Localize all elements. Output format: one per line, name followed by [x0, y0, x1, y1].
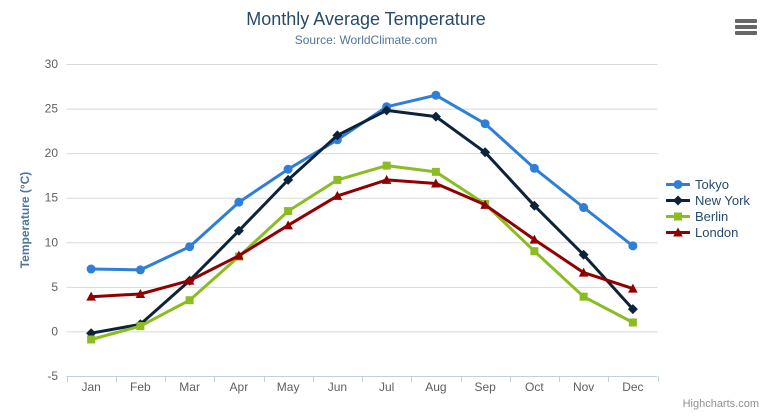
hamburger-menu-icon: [734, 19, 758, 35]
x-axis: [66, 376, 659, 382]
series-tokyo[interactable]: [86, 90, 638, 275]
highcharts-credit[interactable]: Highcharts.com: [682, 398, 759, 410]
svg-text:May: May: [277, 380, 300, 394]
series-new-york[interactable]: [86, 105, 638, 339]
chart-title: Monthly Average Temperature: [246, 9, 486, 29]
svg-text:10: 10: [45, 235, 59, 249]
svg-text:15: 15: [45, 191, 59, 205]
legend-marker-tokyo: [666, 180, 690, 189]
svg-text:Feb: Feb: [130, 380, 151, 394]
series-london[interactable]: [86, 174, 638, 301]
svg-text:30: 30: [45, 57, 59, 71]
x-axis-labels: Jan Feb Mar Apr May Jun Jul Aug Sep Oct Nov Dec: [81, 380, 643, 394]
svg-text:Sep: Sep: [474, 380, 496, 394]
legend-label: Berlin: [695, 209, 729, 224]
svg-text:Dec: Dec: [622, 380, 643, 394]
svg-text:Mar: Mar: [179, 380, 200, 394]
svg-text:5: 5: [51, 280, 58, 294]
y-axis-labels: -5 0 5 10 15 20 25 30: [45, 57, 59, 383]
legend-item-london[interactable]: London: [666, 225, 750, 240]
chart-subtitle: Source: WorldClimate.com: [294, 33, 438, 47]
svg-text:Jun: Jun: [328, 380, 347, 394]
svg-text:-5: -5: [47, 369, 58, 383]
legend-label: Tokyo: [695, 177, 729, 192]
legend-marker-london: [666, 227, 690, 237]
svg-text:Aug: Aug: [425, 380, 446, 394]
legend-label: London: [695, 225, 739, 240]
svg-text:Nov: Nov: [573, 380, 594, 394]
legend-item-tokyo[interactable]: Tokyo: [666, 177, 750, 192]
legend-marker-berlin: [666, 212, 690, 221]
legend-item-berlin[interactable]: Berlin: [666, 209, 750, 224]
legend-marker-new-york: [666, 195, 690, 206]
svg-text:20: 20: [45, 146, 59, 160]
svg-text:0: 0: [51, 324, 58, 338]
legend-label: New York: [695, 193, 750, 208]
gridlines: [66, 64, 658, 377]
legend: Tokyo New York Berlin London: [666, 177, 750, 242]
legend-item-new-york[interactable]: New York: [666, 193, 750, 208]
svg-text:25: 25: [45, 102, 59, 116]
svg-text:Jul: Jul: [379, 380, 394, 394]
svg-text:Jan: Jan: [81, 380, 100, 394]
context-menu-button[interactable]: [734, 19, 758, 37]
svg-text:Apr: Apr: [230, 380, 249, 394]
svg-text:Oct: Oct: [525, 380, 544, 394]
